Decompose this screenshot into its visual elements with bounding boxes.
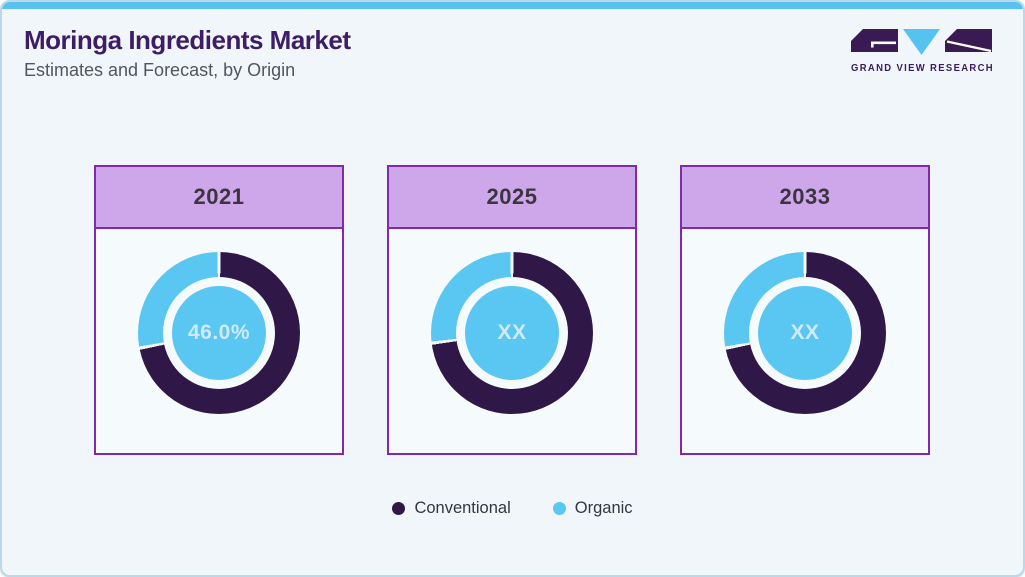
legend-label: Conventional: [414, 499, 511, 517]
donut-center-label: XX: [497, 321, 527, 344]
chart-legend: Conventional Organic: [2, 499, 1023, 518]
title-block: Moringa Ingredients Market Estimates and…: [24, 25, 351, 81]
legend-item-conventional: Conventional: [392, 499, 511, 518]
card-body: 46.0%: [96, 229, 342, 453]
donut-chart: XX: [724, 252, 886, 414]
top-accent-bar: [2, 2, 1023, 9]
gvr-logo-v-icon: [903, 29, 940, 55]
donut-hole: XX: [456, 277, 568, 389]
year-card-3: 2033 XX: [680, 165, 930, 455]
card-header: 2033: [682, 167, 928, 229]
donut-hole: XX: [749, 277, 861, 389]
year-cards-row: 2021 46.0% 2025: [94, 165, 930, 455]
donut-center-circle: XX: [465, 286, 559, 380]
organic-dot-icon: [552, 502, 566, 515]
grand-view-research-logo: GRAND VIEW RESEARCH: [851, 29, 994, 74]
card-header: 2021: [96, 167, 342, 229]
page-subtitle: Estimates and Forecast, by Origin: [24, 59, 296, 80]
donut-center-label: 46.0%: [187, 321, 251, 344]
year-card-1: 2021 46.0%: [94, 165, 344, 455]
legend-item-organic: Organic: [552, 499, 633, 518]
donut-chart: 46.0%: [138, 252, 300, 414]
card-header: 2025: [389, 167, 635, 229]
card-body: XX: [682, 229, 928, 453]
donut-center-circle: XX: [758, 286, 852, 380]
donut-chart: XX: [431, 252, 593, 414]
card-body: XX: [389, 229, 635, 453]
card-year-label: 2025: [486, 184, 538, 209]
gvr-logo-r-icon: [945, 29, 992, 53]
year-card-2: 2025 XX: [387, 165, 637, 455]
donut-center-circle: 46.0%: [172, 286, 266, 380]
donut-center-label: XX: [790, 321, 820, 344]
card-year-label: 2033: [779, 184, 831, 209]
page-title: Moringa Ingredients Market: [24, 25, 351, 55]
legend-label: Organic: [574, 499, 633, 517]
donut-hole: 46.0%: [163, 277, 275, 389]
gvr-logo-text: GRAND VIEW RESEARCH: [851, 62, 994, 74]
gvr-logo-g-icon: [851, 29, 898, 52]
card-year-label: 2021: [193, 184, 245, 209]
conventional-dot-icon: [392, 502, 406, 515]
